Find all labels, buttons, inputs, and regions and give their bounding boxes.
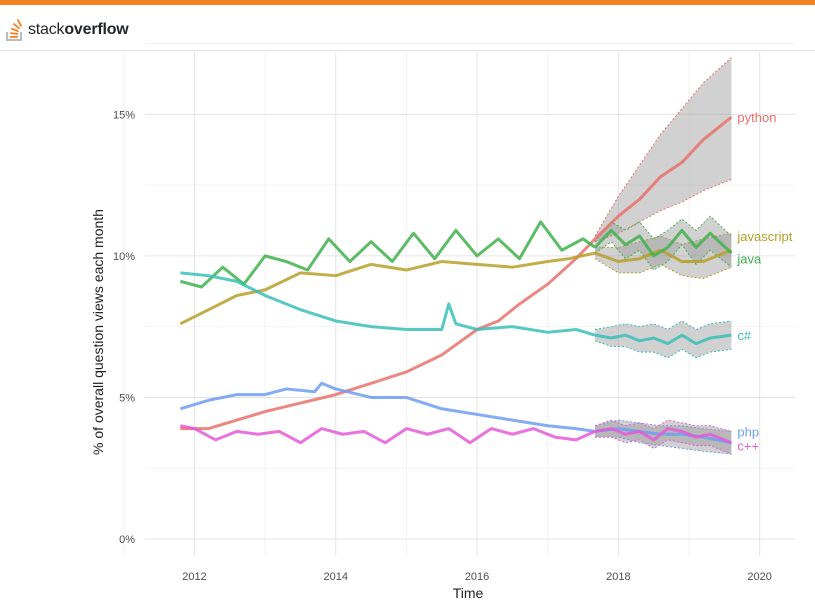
x-tick-label: 2016: [465, 571, 489, 583]
forecast-lower-bound: [595, 436, 732, 455]
x-tick-label: 2014: [324, 571, 348, 583]
series-label: javascript: [736, 229, 792, 244]
forecast-band-java: [595, 216, 732, 271]
chart-grid: [123, 43, 795, 556]
forecast-line-java: [593, 228, 733, 258]
y-axis-title: % of overall question views each month: [90, 209, 106, 455]
series-label: c#: [737, 328, 752, 343]
y-tick-label: 10%: [113, 251, 135, 263]
series-line-cpp: [180, 424, 596, 445]
forecast-lower-bound: [594, 340, 732, 359]
x-tick-label: 2012: [182, 571, 206, 583]
axis-ticks: 2012 2014 2016 2018 2020 0% 5% 10% 15%: [113, 109, 772, 583]
series-lines: [179, 115, 733, 445]
series-label: python: [737, 110, 776, 125]
forecast-line-csharp: [594, 333, 732, 346]
forecast-band-csharp: [595, 320, 732, 358]
x-tick-label: 2020: [747, 571, 771, 583]
series-label: c++: [737, 439, 759, 454]
stackoverflow-logo[interactable]: stackoverflow: [6, 19, 129, 41]
forecast-upper-bound: [594, 419, 732, 432]
stackoverflow-icon: [6, 19, 23, 41]
y-tick-label: 0%: [119, 534, 135, 546]
brand-accent-bar: [0, 0, 815, 5]
logo-bold-text: overflow: [64, 21, 129, 38]
forecast-lower-bound: [594, 258, 732, 280]
forecast-band-python: [595, 57, 732, 242]
series-label: java: [736, 252, 762, 267]
x-tick-label: 2018: [606, 571, 630, 583]
forecast-line-python: [594, 115, 733, 240]
site-header: stackoverflow: [0, 5, 815, 51]
x-axis-title: Time: [453, 585, 484, 601]
forecast-ribbons: [594, 57, 732, 455]
forecast-upper-bound: [594, 215, 732, 243]
y-tick-label: 5%: [119, 392, 135, 404]
logo-wordmark: stackoverflow: [28, 21, 129, 39]
series-line-csharp: [180, 271, 596, 337]
series-line-python: [180, 237, 597, 431]
forecast-upper-bound: [594, 57, 732, 237]
y-tick-label: 15%: [113, 109, 135, 121]
forecast-line-cpp: [594, 427, 732, 445]
logo-light-text: stack: [28, 21, 65, 38]
series-line-php: [179, 381, 596, 433]
series-line-javascript: [179, 251, 596, 326]
series-line-java: [179, 220, 596, 289]
forecast-upper-bound: [594, 419, 732, 432]
series-label: php: [737, 424, 759, 439]
forecast-lower-bound: [594, 178, 732, 243]
